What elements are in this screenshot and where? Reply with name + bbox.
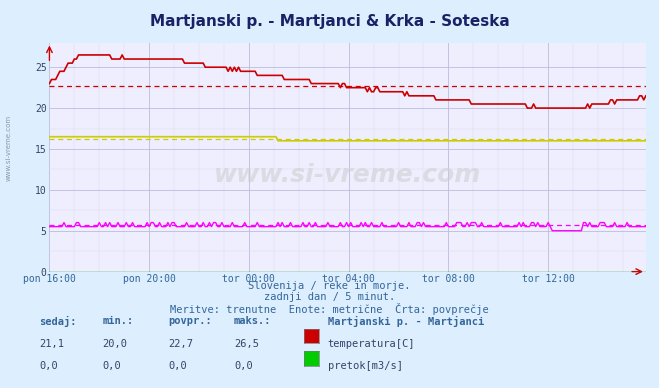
Text: zadnji dan / 5 minut.: zadnji dan / 5 minut.	[264, 292, 395, 302]
Text: www.si-vreme.com: www.si-vreme.com	[214, 163, 481, 187]
Text: Martjanski p. - Martjanci & Krka - Soteska: Martjanski p. - Martjanci & Krka - Sotes…	[150, 14, 509, 29]
Text: Slovenija / reke in morje.: Slovenija / reke in morje.	[248, 281, 411, 291]
Text: 22,7: 22,7	[168, 339, 193, 349]
Text: povpr.:: povpr.:	[168, 316, 212, 326]
Text: 0,0: 0,0	[234, 361, 252, 371]
Text: Meritve: trenutne  Enote: metrične  Črta: povprečje: Meritve: trenutne Enote: metrične Črta: …	[170, 303, 489, 315]
Text: 21,1: 21,1	[40, 339, 65, 349]
Text: Martjanski p. - Martjanci: Martjanski p. - Martjanci	[328, 316, 484, 327]
Text: 0,0: 0,0	[40, 361, 58, 371]
Text: pretok[m3/s]: pretok[m3/s]	[328, 361, 403, 371]
Text: min.:: min.:	[102, 316, 133, 326]
Text: 0,0: 0,0	[102, 361, 121, 371]
Text: www.si-vreme.com: www.si-vreme.com	[5, 114, 12, 180]
Text: temperatura[C]: temperatura[C]	[328, 339, 415, 349]
Text: 20,0: 20,0	[102, 339, 127, 349]
Text: 0,0: 0,0	[168, 361, 186, 371]
Text: 26,5: 26,5	[234, 339, 259, 349]
Text: sedaj:: sedaj:	[40, 316, 77, 327]
Text: maks.:: maks.:	[234, 316, 272, 326]
